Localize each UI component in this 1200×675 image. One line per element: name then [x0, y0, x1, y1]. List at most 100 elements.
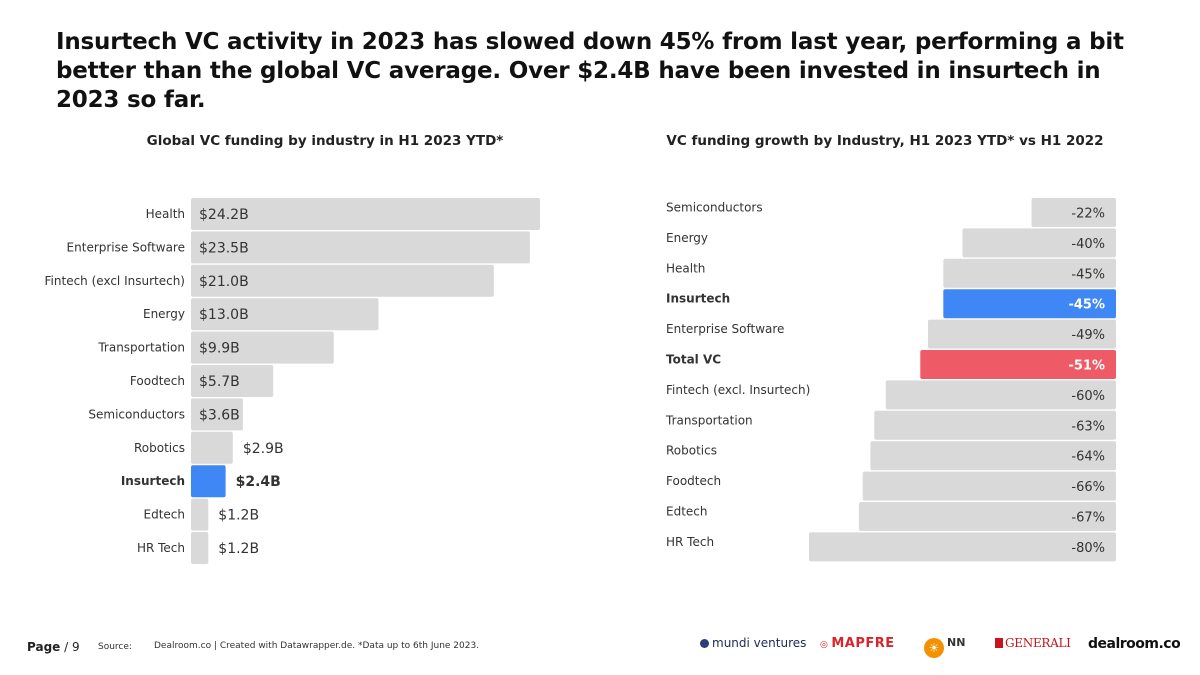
value-label: $24.2B: [199, 207, 249, 223]
value-label: -63%: [1071, 419, 1105, 434]
bar: [874, 410, 1116, 440]
bar: [920, 350, 1116, 379]
bar-row: Robotics $2.9B: [134, 431, 284, 464]
category-label: Enterprise Software: [666, 322, 784, 336]
page-label: Page: [27, 640, 61, 654]
mapfre-mark-icon: ◎: [820, 640, 829, 650]
bar-row: Insurtech -45%: [666, 289, 1116, 319]
bar: [885, 380, 1116, 410]
category-label: Fintech (excl. Insurtech): [666, 383, 810, 397]
bar-row: Insurtech $2.4B: [121, 465, 281, 498]
category-label: HR Tech: [666, 535, 714, 549]
bar: [943, 289, 1116, 319]
right-chart-title: VC funding growth by Industry, H1 2023 Y…: [666, 133, 1104, 149]
category-label: Semiconductors: [666, 201, 763, 215]
bar-row: HR Tech $1.2B: [137, 532, 259, 564]
category-label: Health: [146, 207, 185, 221]
bar: [191, 298, 379, 331]
bar-row: Health -45%: [666, 258, 1116, 288]
bar-row: Foodtech $5.7B: [130, 365, 274, 397]
category-label: Edtech: [144, 508, 186, 522]
bar-row: Robotics -64%: [666, 441, 1116, 471]
bar: [191, 465, 226, 498]
bar: [191, 264, 494, 297]
category-label: Fintech (excl Insurtech): [45, 274, 185, 288]
bar: [191, 331, 334, 364]
bar: [191, 398, 243, 431]
value-label: -22%: [1071, 207, 1105, 222]
value-label: $21.0B: [199, 274, 249, 290]
bar: [943, 258, 1116, 288]
value-label: $2.4B: [236, 474, 281, 490]
bar: [870, 441, 1116, 471]
left-chart-title: Global VC funding by industry in H1 2023…: [146, 133, 504, 149]
bar: [191, 532, 209, 564]
bar: [962, 228, 1116, 258]
bar-row: Fintech (excl Insurtech) $21.0B: [45, 264, 494, 297]
source-text: Dealroom.co | Created with Datawrapper.d…: [154, 641, 480, 651]
category-label: Edtech: [666, 505, 708, 519]
bar-row: Transportation -63%: [665, 410, 1116, 440]
funding-by-industry-chart: Health $24.2B Enterprise Software $23.5B Fin…: [45, 198, 540, 564]
bar-row: Health $24.2B: [146, 198, 540, 230]
category-label: Foodtech: [666, 474, 721, 488]
value-label: $2.9B: [243, 441, 284, 457]
bar-row: Semiconductors $3.6B: [88, 398, 243, 431]
bar-row: HR Tech -80%: [666, 532, 1116, 562]
bar-row: Enterprise Software -49%: [666, 319, 1116, 349]
nn-logo: ☀ NN: [924, 636, 965, 658]
bar-row: Edtech -67%: [666, 502, 1116, 531]
headline: Insurtech VC activity in 2023 has slowed…: [56, 29, 1124, 113]
bar: [191, 431, 233, 464]
category-label: Total VC: [666, 353, 721, 367]
bar: [809, 532, 1116, 562]
category-label: Semiconductors: [88, 407, 185, 421]
value-label: -80%: [1071, 541, 1105, 556]
category-label: Energy: [666, 231, 708, 245]
bar: [1031, 198, 1116, 227]
category-label: Enterprise Software: [67, 240, 185, 254]
category-label: Health: [666, 261, 705, 275]
funding-growth-chart: Semiconductors -22%Energy -40%Health -45%In…: [665, 198, 1116, 562]
category-label: Energy: [143, 307, 185, 321]
value-label: $23.5B: [199, 240, 249, 256]
partner-logos: mundi ventures ◎ MAPFRE ☀ NN GENERALI deal…: [0, 636, 1200, 658]
value-label: $9.9B: [199, 341, 240, 357]
bar: [858, 502, 1116, 531]
category-label: Robotics: [134, 441, 185, 455]
bar-row: Total VC -51%: [666, 350, 1116, 379]
value-label: $1.2B: [218, 541, 259, 557]
value-label: $1.2B: [218, 508, 259, 524]
mundi-ventures-logo: mundi ventures: [700, 636, 806, 650]
bar: [927, 319, 1116, 349]
bar-row: Edtech $1.2B: [144, 498, 259, 531]
value-label: -64%: [1071, 450, 1105, 465]
bar: [191, 498, 209, 531]
bar-row: Fintech (excl. Insurtech) -60%: [666, 380, 1116, 410]
category-label: Insurtech: [666, 292, 730, 306]
category-label: Transportation: [665, 413, 753, 427]
bar-row: Energy $13.0B: [143, 298, 379, 331]
page-number: / 9: [64, 640, 80, 654]
value-label: $5.7B: [199, 374, 240, 390]
dealroom-logo: dealroom.co: [1088, 636, 1181, 652]
bar-row: Enterprise Software $23.5B: [67, 231, 530, 264]
value-label: -49%: [1071, 328, 1105, 343]
source-label: Source:: [98, 642, 132, 652]
category-label: HR Tech: [137, 541, 185, 555]
value-label: $3.6B: [199, 407, 240, 423]
bar: [862, 471, 1116, 501]
nn-circle-icon: ☀: [924, 638, 944, 658]
value-label: -60%: [1071, 389, 1105, 404]
category-label: Foodtech: [130, 374, 185, 388]
value-label: -45%: [1071, 267, 1105, 282]
value-label: -67%: [1071, 511, 1105, 526]
bar-row: Foodtech -66%: [666, 471, 1116, 501]
category-label: Insurtech: [121, 474, 185, 488]
category-label: Robotics: [666, 444, 717, 458]
page-indicator: Page / 9: [27, 640, 80, 654]
bar: [191, 231, 530, 264]
bar-row: Semiconductors -22%: [666, 198, 1116, 227]
value-label: $13.0B: [199, 307, 249, 323]
